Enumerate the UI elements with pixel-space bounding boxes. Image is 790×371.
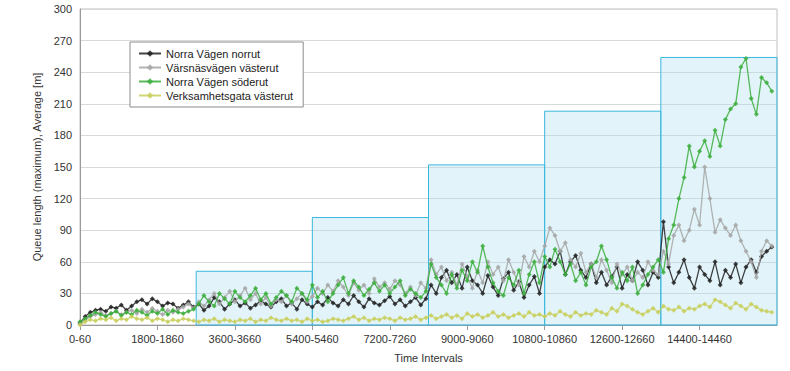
svg-text:0: 0 xyxy=(66,319,72,331)
svg-text:30: 30 xyxy=(60,287,72,299)
svg-text:Norra Vägen söderut: Norra Vägen söderut xyxy=(166,76,268,88)
svg-text:14400-14460: 14400-14460 xyxy=(667,333,732,345)
svg-text:Time Intervals: Time Intervals xyxy=(394,352,463,364)
svg-text:60: 60 xyxy=(60,256,72,268)
svg-text:150: 150 xyxy=(54,161,72,173)
svg-text:270: 270 xyxy=(54,35,72,47)
svg-text:90: 90 xyxy=(60,224,72,236)
svg-text:5400-5460: 5400-5460 xyxy=(286,333,339,345)
svg-text:Värsnäsvägen västerut: Värsnäsvägen västerut xyxy=(166,62,279,74)
svg-text:7200-7260: 7200-7260 xyxy=(363,333,416,345)
svg-text:3600-3660: 3600-3660 xyxy=(209,333,262,345)
svg-text:1800-1860: 1800-1860 xyxy=(131,333,184,345)
svg-text:210: 210 xyxy=(54,98,72,110)
svg-text:9000-9060: 9000-9060 xyxy=(441,333,494,345)
svg-text:300: 300 xyxy=(54,3,72,15)
svg-text:180: 180 xyxy=(54,129,72,141)
svg-text:10800-10860: 10800-10860 xyxy=(512,333,577,345)
svg-text:240: 240 xyxy=(54,66,72,78)
svg-text:120: 120 xyxy=(54,193,72,205)
svg-text:12600-12660: 12600-12660 xyxy=(590,333,655,345)
svg-text:Queue length (maximum), Averag: Queue length (maximum), Average [m] xyxy=(31,73,43,262)
svg-text:Norra Vägen norrut: Norra Vägen norrut xyxy=(166,48,260,60)
svg-text:0-60: 0-60 xyxy=(69,333,91,345)
svg-text:Verksamhetsgata västerut: Verksamhetsgata västerut xyxy=(166,90,293,102)
